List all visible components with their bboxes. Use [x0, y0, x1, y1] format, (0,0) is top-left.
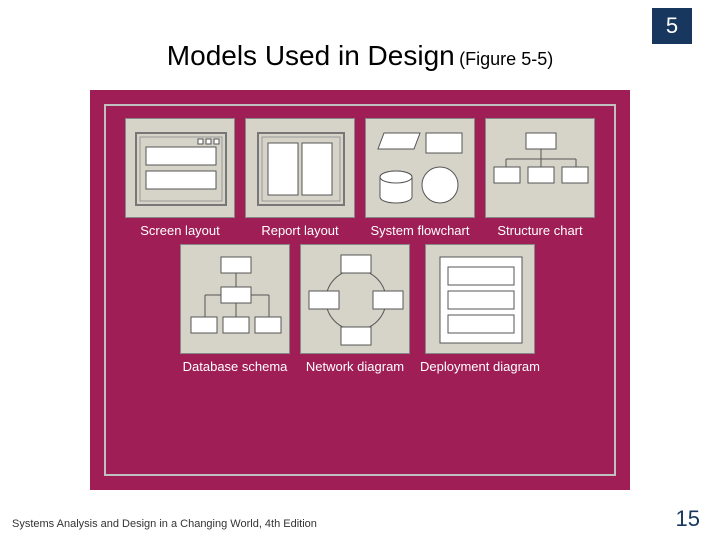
footer-text: Systems Analysis and Design in a Changin… [12, 518, 317, 530]
model-screen-layout: Screen layout [125, 118, 235, 238]
caption-deployment-diagram: Deployment diagram [420, 360, 540, 374]
model-database-schema: Database schema [180, 244, 290, 374]
model-row-1: Screen layout Report layout [114, 118, 606, 238]
structure-chart-icon [485, 118, 595, 218]
model-deployment-diagram: Deployment diagram [420, 244, 540, 374]
caption-system-flowchart: System flowchart [371, 224, 470, 238]
network-diagram-icon [300, 244, 410, 354]
slide-title: Models Used in Design (Figure 5-5) [0, 40, 720, 72]
caption-structure-chart: Structure chart [497, 224, 582, 238]
title-main: Models Used in Design [167, 40, 455, 71]
model-structure-chart: Structure chart [485, 118, 595, 238]
report-layout-icon [245, 118, 355, 218]
model-network-diagram: Network diagram [300, 244, 410, 374]
caption-network-diagram: Network diagram [306, 360, 404, 374]
title-sub: (Figure 5-5) [459, 49, 553, 69]
figure-inner: Screen layout Report layout [104, 104, 616, 476]
chapter-badge: 5 [652, 8, 692, 44]
caption-report-layout: Report layout [261, 224, 338, 238]
model-system-flowchart: System flowchart [365, 118, 475, 238]
system-flowchart-icon [365, 118, 475, 218]
deployment-diagram-icon [425, 244, 535, 354]
model-row-2: Database schema Network diagram [114, 244, 606, 374]
caption-database-schema: Database schema [183, 360, 288, 374]
model-report-layout: Report layout [245, 118, 355, 238]
database-schema-icon [180, 244, 290, 354]
page-number: 15 [676, 506, 700, 532]
screen-layout-icon [125, 118, 235, 218]
caption-screen-layout: Screen layout [140, 224, 220, 238]
figure-frame: Screen layout Report layout [90, 90, 630, 490]
